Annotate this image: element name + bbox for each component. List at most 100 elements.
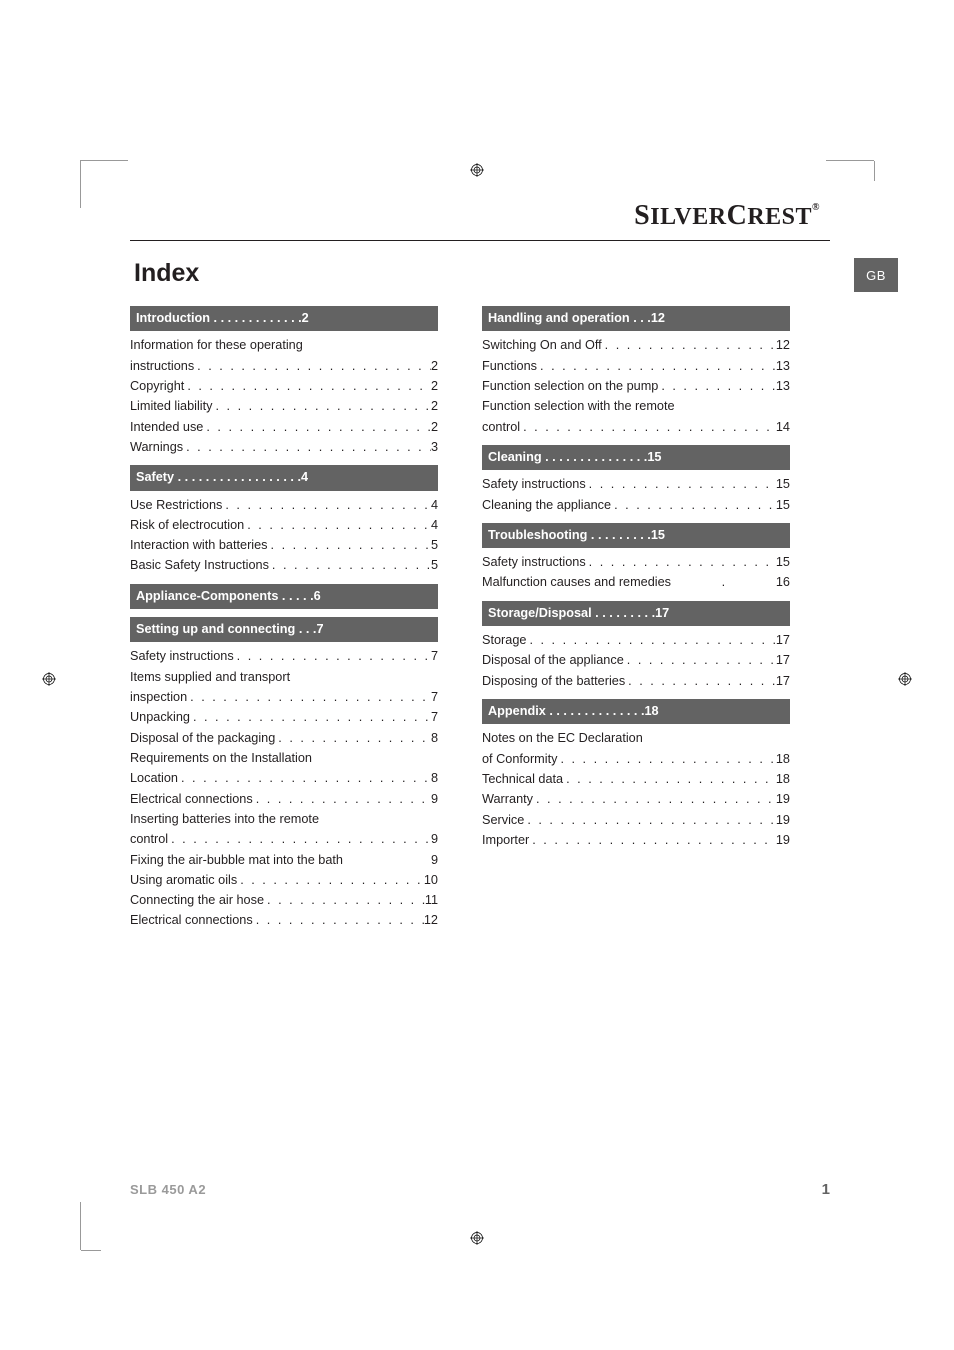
toc-entry: Service . . . . . . . . . . . . . . . . … xyxy=(482,810,790,830)
logo-letter: C xyxy=(727,200,748,231)
logo-text: REST xyxy=(747,204,812,230)
toc-leader-dots: . . . . . . . . . . . . . . . . . . . . … xyxy=(537,356,776,376)
section-heading-label: Cleaning . . . . . . . . . . . . . . .15 xyxy=(488,447,661,467)
toc-entry: Unpacking . . . . . . . . . . . . . . . … xyxy=(130,707,438,727)
language-tab: GB xyxy=(854,258,898,292)
toc-label: Fixing the air-bubble mat into the bath xyxy=(130,850,343,870)
toc-page-number: 15 xyxy=(776,552,790,572)
section-heading: Introduction . . . . . . . . . . . . .2 xyxy=(130,306,438,331)
toc-page-number: 13 xyxy=(776,376,790,396)
crop-mark-icon xyxy=(826,160,874,208)
trademark-icon: ® xyxy=(812,202,820,213)
toc-leader-dots: . . . . . . . . . . . . . . . . . . . . … xyxy=(203,417,431,437)
toc-page-number: 18 xyxy=(776,749,790,769)
toc-leader-dots: . . . . . . . . . . . . . . . . . . . . … xyxy=(529,830,776,850)
brand-logo: SILVERCREST® xyxy=(634,200,820,232)
toc-page-number: 5 xyxy=(431,535,438,555)
toc-entry: Disposing of the batteries . . . . . . .… xyxy=(482,671,790,691)
toc-page-number: 15 xyxy=(776,495,790,515)
toc-entry: Disposal of the packaging . . . . . . . … xyxy=(130,728,438,748)
toc-leader-dots: . . . . . . . . . . . . . . . . . . . . … xyxy=(234,646,431,666)
toc-label: Risk of electrocution xyxy=(130,515,244,535)
toc-entry: Connecting the air hose . . . . . . . . … xyxy=(130,890,438,910)
toc-entry: Electrical connections . . . . . . . . .… xyxy=(130,789,438,809)
toc-leader-dots: . . . . . . . . . . . . . . . . . . . . … xyxy=(268,535,431,555)
toc-label: Limited liability xyxy=(130,396,213,416)
toc-leader-dots: . . . . . . . . . . . . . . . . . . . . … xyxy=(183,437,431,457)
toc-label: Copyright xyxy=(130,376,184,396)
toc-entry: Technical data . . . . . . . . . . . . .… xyxy=(482,769,790,789)
toc-label: Safety instructions xyxy=(482,474,586,494)
toc-page-number: 17 xyxy=(776,630,790,650)
toc-leader-dots: . . . . . . . . . . . . . . . . . . . . … xyxy=(563,769,776,789)
toc-leader-dots: . . . . . . . . . . . . . . . . . . . . … xyxy=(190,707,431,727)
toc-page-number: 14 xyxy=(776,417,790,437)
section-heading: Storage/Disposal . . . . . . . . .17 xyxy=(482,601,790,626)
section-heading: Safety . . . . . . . . . . . . . . . . .… xyxy=(130,465,438,490)
toc-leader-dots: . . . . . . . . . . . . . . . . . . . . … xyxy=(524,810,776,830)
registration-mark-icon xyxy=(42,672,56,686)
toc-entry: Safety instructions . . . . . . . . . . … xyxy=(482,474,790,494)
toc-label: Function selection with the remote xyxy=(482,396,675,416)
toc-entry: instructions . . . . . . . . . . . . . .… xyxy=(130,356,438,376)
toc-column-left: Introduction . . . . . . . . . . . . .2 I… xyxy=(130,306,438,931)
crop-mark-icon xyxy=(826,1202,874,1250)
toc-spacer xyxy=(343,850,431,870)
toc-page-number: 15 xyxy=(776,474,790,494)
toc-leader-dots: . . . . . . . . . . . . . . . . . . . . … xyxy=(253,910,424,930)
toc-page-number: 12 xyxy=(776,335,790,355)
toc-entry: Inserting batteries into the remote xyxy=(130,809,438,829)
toc-leader-dots: . . . . . . . . . . . . . . . . . . . . … xyxy=(244,515,431,535)
toc-leader-dots: . . . . . . . . . . . . . . . . . . . . … xyxy=(611,495,776,515)
toc-leader-dots: . . . . . . . . . . . . . . . . . . . . … xyxy=(237,870,424,890)
toc-label: Safety instructions xyxy=(130,646,234,666)
toc-page-number: 17 xyxy=(776,671,790,691)
logo-text: ILVER xyxy=(650,204,726,230)
toc-page-number: 8 xyxy=(431,728,438,748)
toc-entry: Using aromatic oils . . . . . . . . . . … xyxy=(130,870,438,890)
crop-mark-icon xyxy=(80,160,128,208)
toc-leader-dots: . . . . . . . . . . . . . . . . . . . . … xyxy=(658,376,776,396)
toc-label: Service xyxy=(482,810,524,830)
toc-leader-dots: . . . . . . . . . . . . . . . . . . . . … xyxy=(533,789,776,809)
toc-entry: Interaction with batteries . . . . . . .… xyxy=(130,535,438,555)
page-number: 1 xyxy=(822,1181,830,1198)
toc-label: Functions xyxy=(482,356,537,376)
toc-label: Switching On and Off xyxy=(482,335,602,355)
toc-page-number: 9 xyxy=(431,789,438,809)
toc-label: Notes on the EC Declaration xyxy=(482,728,643,748)
toc-page-number: 19 xyxy=(776,830,790,850)
toc-label: Technical data xyxy=(482,769,563,789)
toc-page-number: 2 xyxy=(431,417,438,437)
toc-label: inspection xyxy=(130,687,187,707)
toc-label: Disposal of the packaging xyxy=(130,728,275,748)
toc-page-number: 9 xyxy=(431,829,438,849)
toc-label: Using aromatic oils xyxy=(130,870,237,890)
toc-leader-dots: . . . . . . . . . . . . . . . . . . . . … xyxy=(557,749,775,769)
toc-leader-dots: . . . . . . . . . . . . . . . . . . . . … xyxy=(526,630,775,650)
toc-entry: Fixing the air-bubble mat into the bath … xyxy=(130,850,438,870)
toc-label: Location xyxy=(130,768,178,788)
toc-page-number: 2 xyxy=(431,356,438,376)
toc-leader-dots: . . . . . . . . . . . . . . . . . . . . … xyxy=(586,552,776,572)
toc-leader-dots: . . . . . . . . . . . . . . . . . . . . … xyxy=(194,356,431,376)
toc-page-number: 18 xyxy=(776,769,790,789)
section-heading: Cleaning . . . . . . . . . . . . . . .15 xyxy=(482,445,790,470)
toc-label: Electrical connections xyxy=(130,910,253,930)
toc-leader-dots: . . . . . . . . . . . . . . . . . . . . … xyxy=(520,417,776,437)
section-heading: Handling and operation . . .12 xyxy=(482,306,790,331)
toc-entry: Notes on the EC Declaration xyxy=(482,728,790,748)
toc-label: Warranty xyxy=(482,789,533,809)
page-title: Index xyxy=(134,259,830,288)
toc-page-number: 12 xyxy=(424,910,438,930)
section-heading-label: Setting up and connecting . . .7 xyxy=(136,619,324,639)
toc-entry: Importer . . . . . . . . . . . . . . . .… xyxy=(482,830,790,850)
toc-entry: Storage . . . . . . . . . . . . . . . . … xyxy=(482,630,790,650)
toc-page-number: 4 xyxy=(431,515,438,535)
toc-entry: Disposal of the appliance . . . . . . . … xyxy=(482,650,790,670)
toc-label: Storage xyxy=(482,630,526,650)
toc-label: Interaction with batteries xyxy=(130,535,268,555)
toc-entry: Function selection with the remote xyxy=(482,396,790,416)
registration-mark-icon xyxy=(470,163,484,177)
toc-entry: control . . . . . . . . . . . . . . . . … xyxy=(130,829,438,849)
